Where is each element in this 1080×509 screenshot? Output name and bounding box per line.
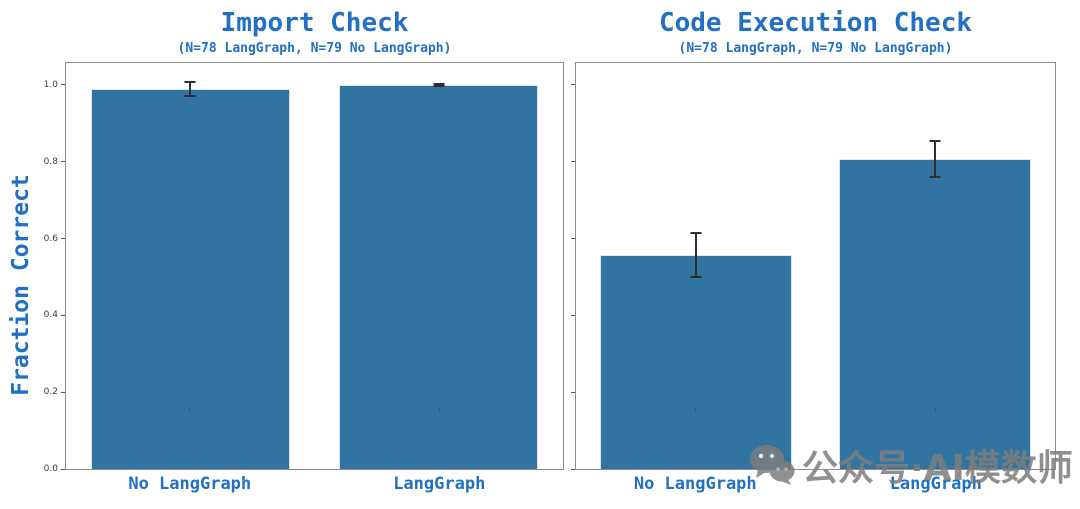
y-tick-label: 0.4 <box>43 310 58 321</box>
y-tick-mark <box>61 161 65 163</box>
y-axis-label: Fraction Correct <box>8 174 34 396</box>
x-tick-mark <box>935 408 937 412</box>
error-bar-cap <box>184 80 196 83</box>
error-bar-cap <box>929 139 941 142</box>
y-tick-mark <box>61 468 65 470</box>
error-bar-cap <box>690 231 702 234</box>
bar-no-langgraph <box>599 255 792 469</box>
error-bar-cap <box>184 94 196 97</box>
x-tick-label-no-langgraph: No LangGraph <box>633 474 757 494</box>
x-tick-mark <box>694 408 696 412</box>
x-tick-label-no-langgraph: No LangGraph <box>128 474 252 494</box>
y-tick-mark <box>571 161 575 163</box>
y-tick-label: 0.0 <box>43 464 58 474</box>
x-tick-mark <box>438 408 440 412</box>
y-tick-mark <box>61 391 65 393</box>
y-tick-mark <box>61 314 65 316</box>
y-tick-label: 1.0 <box>43 79 58 90</box>
error-bar-cap <box>929 176 941 179</box>
y-tick-mark <box>571 84 575 86</box>
axes-code-execution-check <box>571 62 1056 470</box>
y-tick-mark <box>571 238 575 240</box>
y-tick-label: 0.2 <box>43 387 58 398</box>
error-bar <box>694 232 697 278</box>
bar-langgraph <box>339 84 539 469</box>
y-tick-mark <box>571 314 575 316</box>
y-tick-mark <box>571 391 575 393</box>
panel-subtitle: (N=78 LangGraph, N=79 No LangGraph) <box>678 41 953 56</box>
error-bar <box>189 81 192 96</box>
bar-langgraph <box>839 159 1032 469</box>
panel-title: Import Check <box>220 8 409 38</box>
panel-subtitle: (N=78 LangGraph, N=79 No LangGraph) <box>177 41 452 56</box>
y-tick-mark <box>61 238 65 240</box>
error-bar-cap <box>690 276 702 279</box>
panel-title: Code Execution Check <box>658 8 973 38</box>
x-tick-label-langgraph: LangGraph <box>393 474 486 494</box>
x-tick-label-langgraph: LangGraph <box>889 474 982 494</box>
x-tick-mark <box>189 408 191 412</box>
error-bar-cap <box>433 83 445 86</box>
panel-code-execution-check: Code Execution Check (N=78 LangGraph, N=… <box>571 0 1056 509</box>
y-tick-mark <box>61 84 65 86</box>
axes-import-check: 0.0 0.2 0.4 0.6 0.8 1.0 <box>44 62 564 474</box>
y-tick-label: 0.6 <box>43 233 58 244</box>
error-bar-cap <box>433 84 445 87</box>
error-bar <box>934 140 937 178</box>
panel-import-check: Import Check (N=78 LangGraph, N=79 No La… <box>44 0 564 509</box>
y-tick-label: 0.8 <box>43 156 58 167</box>
bar-no-langgraph <box>90 88 290 469</box>
y-tick-mark <box>571 468 575 470</box>
